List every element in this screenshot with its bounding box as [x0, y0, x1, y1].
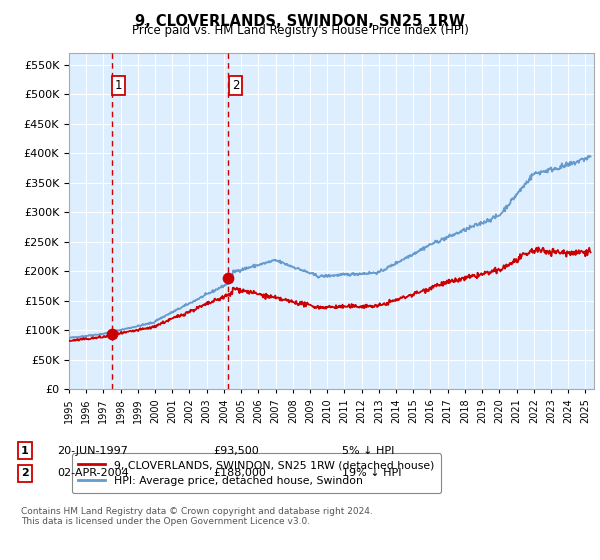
Text: £93,500: £93,500 [213, 446, 259, 456]
Text: Price paid vs. HM Land Registry's House Price Index (HPI): Price paid vs. HM Land Registry's House … [131, 24, 469, 37]
Text: 9, CLOVERLANDS, SWINDON, SN25 1RW: 9, CLOVERLANDS, SWINDON, SN25 1RW [135, 14, 465, 29]
Text: 20-JUN-1997: 20-JUN-1997 [57, 446, 128, 456]
Text: 1: 1 [21, 446, 29, 456]
Legend: 9, CLOVERLANDS, SWINDON, SN25 1RW (detached house), HPI: Average price, detached: 9, CLOVERLANDS, SWINDON, SN25 1RW (detac… [72, 454, 441, 493]
Text: 2: 2 [21, 468, 29, 478]
Text: 1: 1 [115, 78, 122, 92]
Text: 19% ↓ HPI: 19% ↓ HPI [342, 468, 401, 478]
Text: Contains HM Land Registry data © Crown copyright and database right 2024.
This d: Contains HM Land Registry data © Crown c… [21, 507, 373, 526]
Text: 2: 2 [232, 78, 239, 92]
Point [223, 274, 233, 283]
Text: £188,000: £188,000 [213, 468, 266, 478]
Text: 02-APR-2004: 02-APR-2004 [57, 468, 129, 478]
Point [107, 330, 116, 339]
Text: 5% ↓ HPI: 5% ↓ HPI [342, 446, 394, 456]
